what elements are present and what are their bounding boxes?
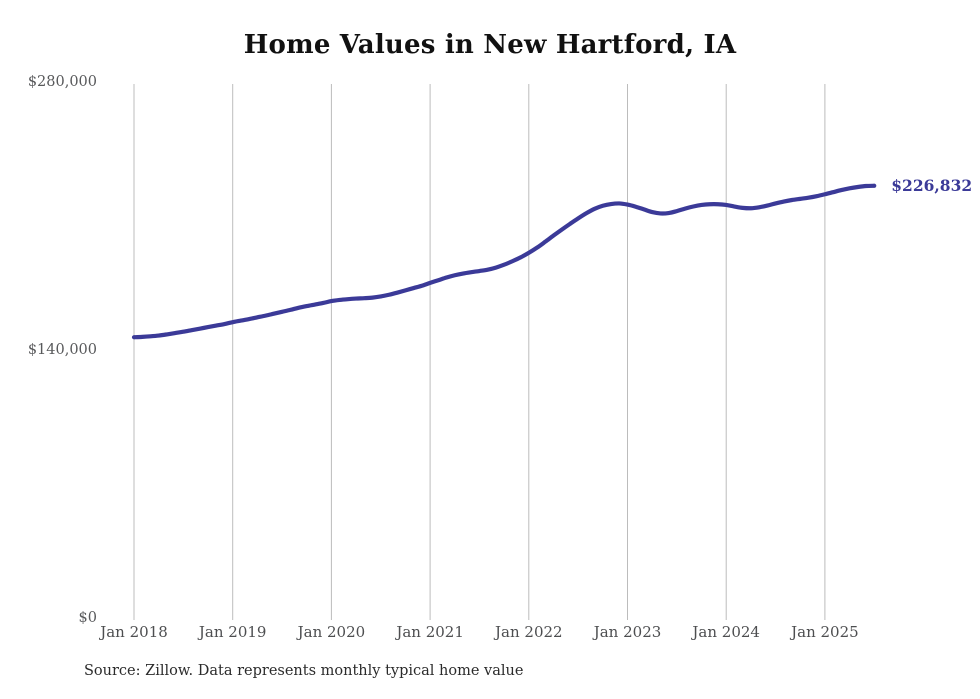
chart-title: Home Values in New Hartford, IA (243, 30, 737, 60)
source-note: Source: Zillow. Data represents monthly … (84, 663, 524, 679)
x-axis-tick-label: Jan 2021 (396, 623, 464, 641)
y-axis-tick-label: $0 (78, 610, 97, 626)
x-axis-tick-label: Jan 2019 (198, 623, 267, 641)
x-axis-tick-label: Jan 2024 (692, 623, 760, 641)
x-axis-tick-label: Jan 2022 (495, 623, 563, 641)
gridlines-group (133, 84, 826, 620)
x-axis-tick-label: Jan 2018 (100, 623, 168, 641)
end-value-annotation: $226,832 (891, 175, 973, 195)
x-axis-tick-label: Jan 2020 (297, 623, 366, 641)
x-axis-tick-label: Jan 2025 (791, 623, 859, 641)
x-axis-tick-label: Jan 2023 (593, 623, 662, 641)
y-axis-tick-label: $280,000 (27, 74, 97, 90)
y-axis-tick-label: $140,000 (27, 342, 97, 358)
home-value-line (131, 183, 877, 340)
